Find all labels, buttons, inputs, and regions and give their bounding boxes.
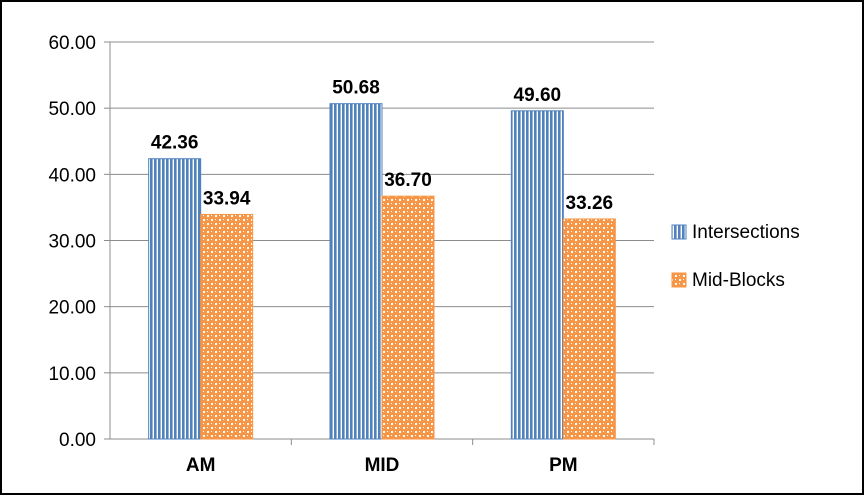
y-tick-label: 30.00 xyxy=(48,232,96,253)
y-tick-label: 40.00 xyxy=(48,165,96,186)
y-tick-label: 50.00 xyxy=(48,99,96,120)
y-tick-label: 20.00 xyxy=(48,298,96,319)
data-label: 42.36 xyxy=(151,133,199,154)
data-label: 36.70 xyxy=(384,170,432,191)
bar-mid-blocks xyxy=(200,213,254,440)
category-label: MID xyxy=(365,455,400,476)
legend-label: Intersections xyxy=(692,222,800,243)
bar-mid-blocks xyxy=(381,195,435,440)
data-label: 33.26 xyxy=(566,193,614,214)
legend-label: Mid-Blocks xyxy=(692,270,785,291)
axes: 0.00 10.00 20.00 30.00 40.00 50.00 60.00 AM MID P… xyxy=(48,33,655,476)
data-labels: 42.36 33.94 50.68 36.70 49.60 33.26 xyxy=(151,78,613,214)
y-tick-label: 10.00 xyxy=(48,364,96,385)
legend: Intersections Mid-Blocks xyxy=(671,222,800,291)
bar-intersections xyxy=(510,110,564,440)
category-label: PM xyxy=(549,455,578,476)
bar-intersections xyxy=(329,103,383,440)
y-tick-label: 60.00 xyxy=(48,33,96,54)
y-tick-label: 0.00 xyxy=(59,430,96,451)
category-label: AM xyxy=(186,455,216,476)
bar-intersections xyxy=(148,158,202,440)
bars xyxy=(148,103,616,440)
data-label: 50.68 xyxy=(332,78,380,99)
bar-mid-blocks xyxy=(562,218,616,440)
data-label: 49.60 xyxy=(514,85,562,106)
data-label: 33.94 xyxy=(203,188,251,209)
legend-swatch-intersections xyxy=(671,224,687,240)
legend-swatch-mid-blocks xyxy=(671,272,687,288)
